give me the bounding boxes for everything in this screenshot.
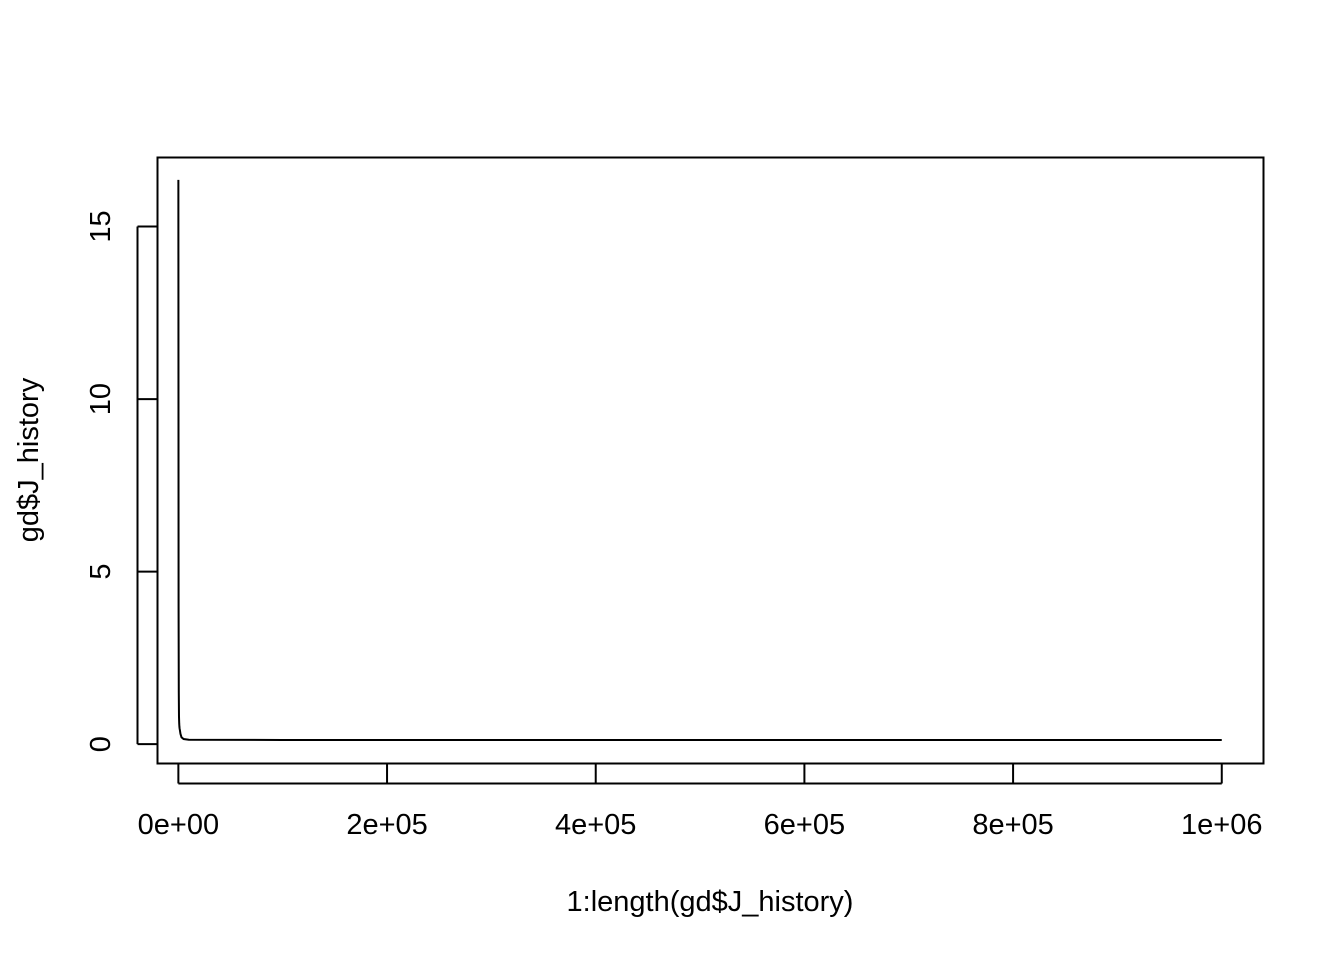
x-tick-label: 8e+05 xyxy=(972,809,1053,841)
y-tick-label: 5 xyxy=(85,564,117,580)
x-tick-label: 2e+05 xyxy=(346,809,427,841)
y-tick-label: 15 xyxy=(85,210,117,242)
x-axis: 0e+00 2e+05 4e+05 6e+05 8e+05 1e+06 xyxy=(138,763,1262,841)
y-axis: 0 5 10 15 xyxy=(85,210,158,752)
x-tick-label: 1e+06 xyxy=(1181,809,1262,841)
y-tick-label: 10 xyxy=(85,383,117,415)
y-tick-label: 0 xyxy=(85,736,117,752)
x-tick-label: 6e+05 xyxy=(764,809,845,841)
x-tick-label: 0e+00 xyxy=(138,809,219,841)
series-line xyxy=(177,179,1222,742)
x-axis-label: 1:length(gd$J_history) xyxy=(567,886,854,918)
plot-frame xyxy=(156,156,1265,765)
x-tick-label: 4e+05 xyxy=(555,809,636,841)
y-axis-label: gd$J_history xyxy=(13,377,45,542)
